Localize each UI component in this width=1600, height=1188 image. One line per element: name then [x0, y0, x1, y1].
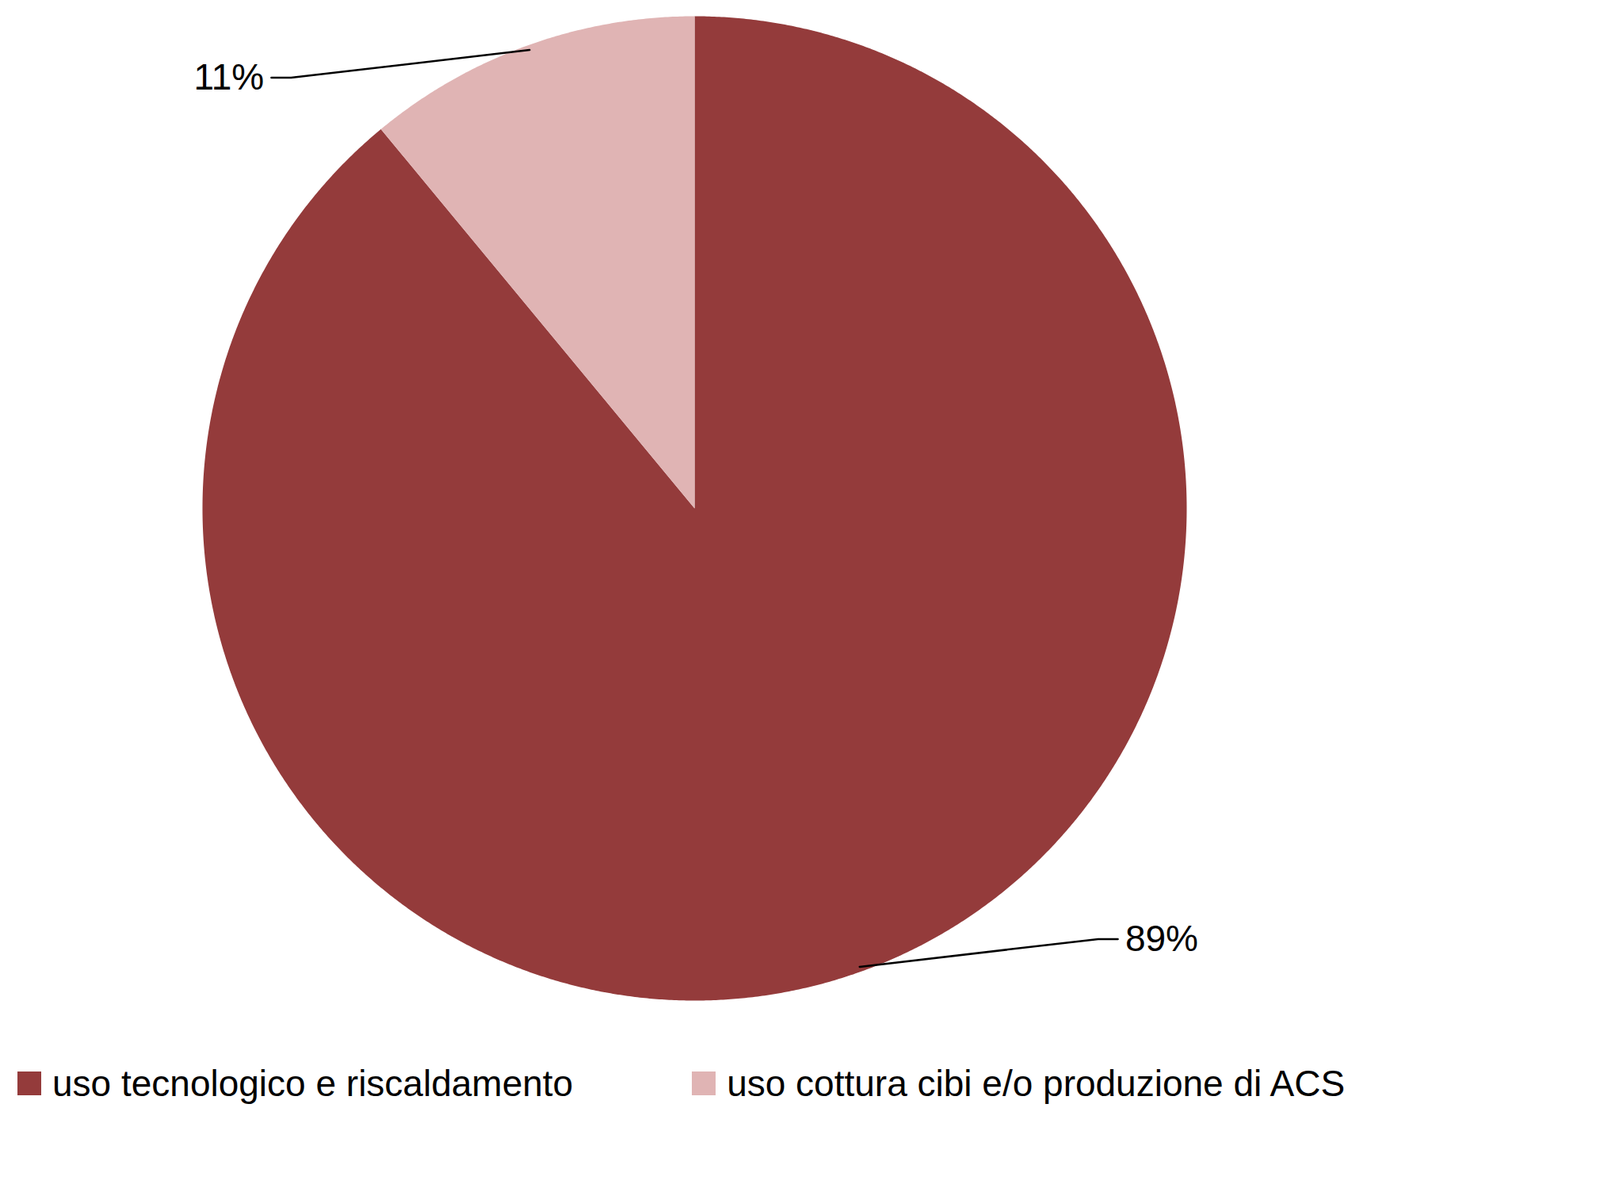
html-text:uso cottura cibi e/o produzion: uso cottura cibi e/o produzione di ACS	[726, 1062, 1345, 1104]
html-text:uso tecnologico e riscaldament: uso tecnologico e riscaldamento	[52, 1062, 574, 1104]
svg-text:89%: 89%	[1125, 917, 1199, 959]
svg-text:11%: 11%	[193, 56, 264, 98]
